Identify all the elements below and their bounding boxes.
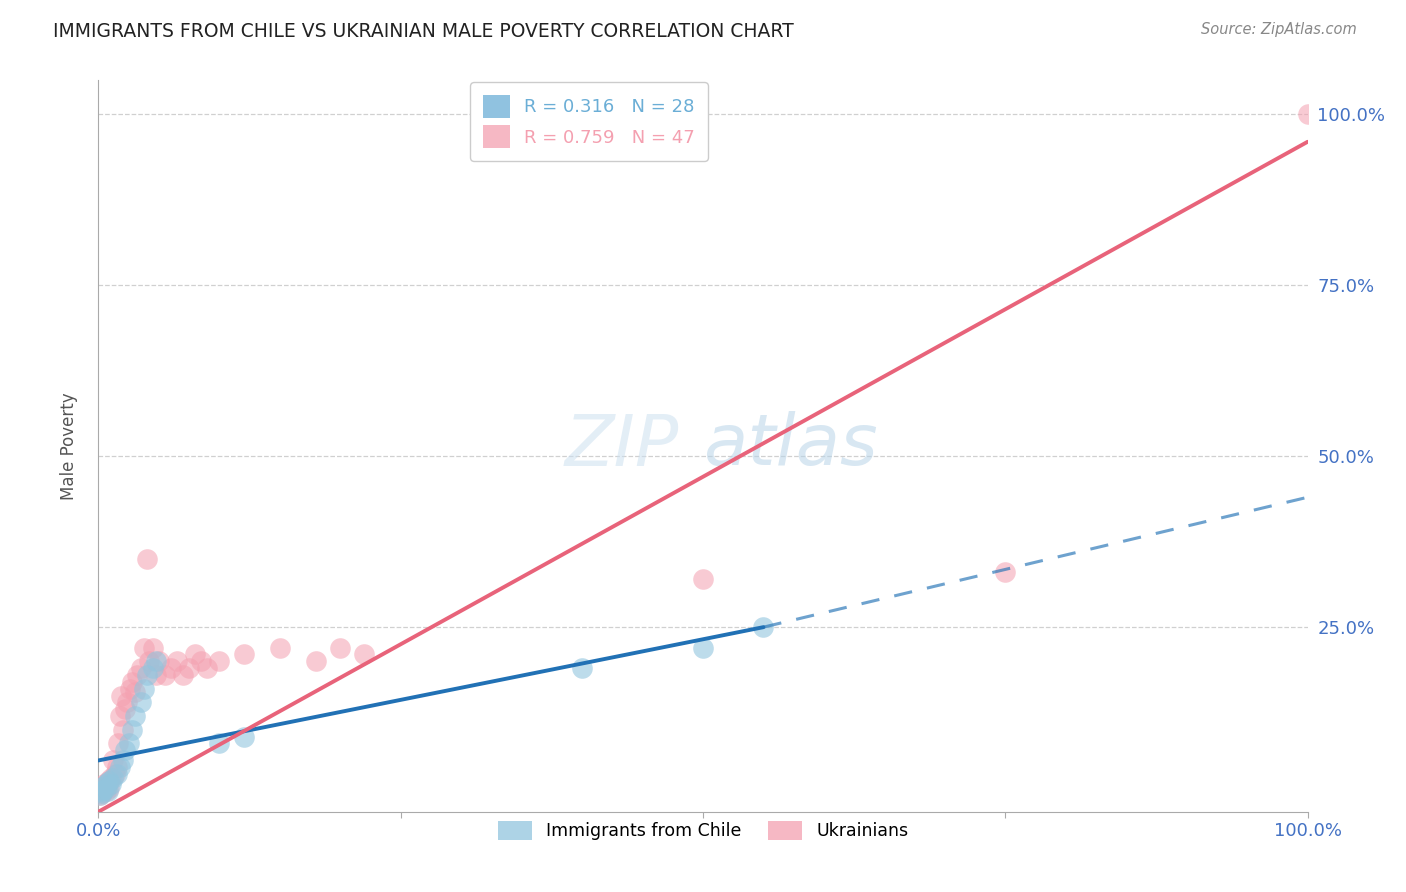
Point [166, 654, 188, 668]
Legend: Immigrants from Chile, Ukrainians: Immigrants from Chile, Ukrainians [491, 814, 915, 847]
Point [134, 640, 156, 655]
Point [142, 640, 165, 655]
Point [108, 709, 131, 723]
Point [195, 661, 218, 675]
Point [232, 648, 254, 662]
Point [97, 784, 120, 798]
Point [129, 661, 152, 675]
Point [127, 668, 149, 682]
Point [148, 654, 170, 668]
Point [184, 648, 207, 662]
Point [108, 760, 131, 774]
Point [114, 743, 136, 757]
Text: IMMIGRANTS FROM CHILE VS UKRAINIAN MALE POVERTY CORRELATION CHART: IMMIGRANTS FROM CHILE VS UKRAINIAN MALE … [53, 22, 794, 41]
Point [111, 723, 134, 737]
Point [93, 779, 115, 793]
Point [100, 771, 122, 785]
Point [89, 788, 111, 802]
Point [692, 572, 714, 586]
Point [93, 777, 115, 791]
Point [994, 566, 1017, 580]
Point [91, 786, 114, 800]
Point [89, 788, 111, 802]
Point [101, 771, 124, 785]
Point [153, 668, 176, 682]
Point [172, 668, 194, 682]
Point [752, 620, 775, 634]
Point [118, 681, 141, 696]
Point [97, 774, 120, 789]
Point [94, 780, 117, 795]
Point [692, 640, 714, 655]
Point [111, 754, 134, 768]
Point [208, 654, 231, 668]
Point [96, 776, 118, 790]
Point [118, 736, 141, 750]
Point [208, 736, 231, 750]
Point [91, 782, 114, 797]
Point [96, 779, 118, 793]
Point [145, 654, 167, 668]
Point [104, 767, 127, 781]
Point [269, 640, 291, 655]
Point [135, 668, 157, 682]
Point [100, 777, 122, 791]
Point [190, 654, 212, 668]
Point [90, 782, 112, 797]
Point [107, 736, 129, 750]
Point [91, 780, 114, 795]
Point [134, 681, 156, 696]
Text: atlas: atlas [703, 411, 877, 481]
Y-axis label: Male Poverty: Male Poverty [59, 392, 77, 500]
Point [124, 709, 146, 723]
Point [138, 654, 160, 668]
Point [117, 695, 139, 709]
Point [179, 661, 201, 675]
Point [105, 760, 128, 774]
Point [160, 661, 183, 675]
Point [329, 640, 352, 655]
Point [110, 689, 132, 703]
Point [98, 774, 121, 789]
Point [124, 685, 146, 699]
Point [232, 730, 254, 744]
Point [121, 674, 143, 689]
Text: ZIP: ZIP [564, 411, 679, 481]
Point [105, 767, 128, 781]
Point [135, 551, 157, 566]
Point [1296, 107, 1319, 121]
Point [121, 723, 143, 737]
Point [114, 702, 136, 716]
Text: Source: ZipAtlas.com: Source: ZipAtlas.com [1201, 22, 1357, 37]
Point [101, 754, 124, 768]
Point [129, 695, 152, 709]
Point [90, 784, 112, 798]
Point [571, 661, 593, 675]
Point [91, 786, 114, 800]
Point [305, 654, 328, 668]
Point [145, 668, 167, 682]
Point [353, 648, 375, 662]
Point [142, 661, 165, 675]
Point [98, 780, 121, 795]
Point [94, 784, 117, 798]
